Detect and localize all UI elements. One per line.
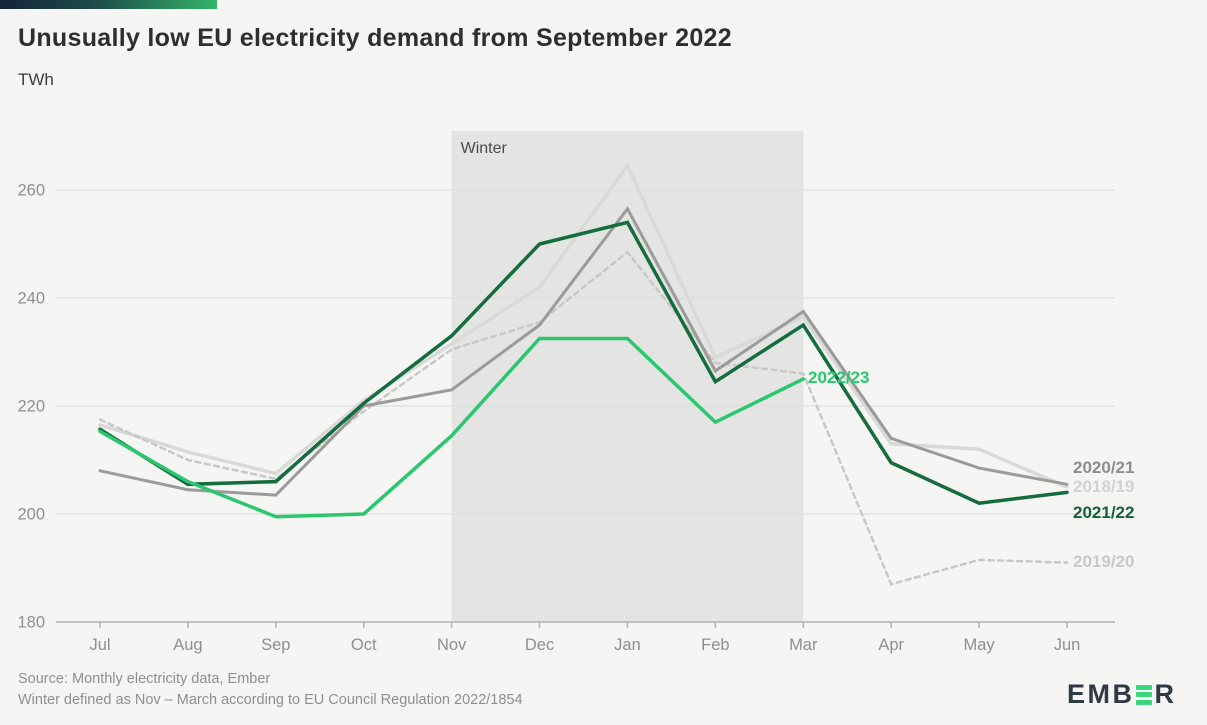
y-tick-label: 260 [17,182,45,200]
x-tick-label: Dec [525,636,554,654]
series-label-2020-21: 2020/21 [1073,458,1134,477]
ember-logo: EMB R [1067,681,1177,708]
x-tick-label: Sep [261,636,290,654]
series-line-2020-21 [98,206,1069,497]
x-tick-label: Feb [701,636,729,654]
brand-gradient-bar [0,0,217,9]
winter-definition-line: Winter defined as Nov – March according … [18,691,523,708]
x-tick-label: Jan [614,636,641,654]
x-tick-label: Mar [789,636,818,654]
x-tick-label: Oct [351,636,377,654]
x-tick-label: Apr [878,636,904,654]
series-label-2019-20: 2019/20 [1073,552,1134,571]
x-tick-label: Nov [437,636,467,654]
y-tick-label: 200 [17,506,45,524]
winter-band-label: Winter [461,140,508,157]
series-line-2021-22 [98,220,1069,505]
series-label-2022-23: 2022/23 [808,368,869,387]
ember-logo-text-right: R [1154,679,1177,709]
unit-label: TWh [18,70,54,89]
series-line-2019-20 [98,250,1069,586]
series-label-2021-22: 2021/22 [1073,503,1134,522]
ember-logo-green-e-icon [1135,684,1152,705]
x-tick-label: Aug [173,636,202,654]
y-tick-label: 180 [17,614,45,632]
source-line: Source: Monthly electricity data, Ember [18,671,271,687]
y-tick-label: 240 [17,290,45,308]
series-line-2022-23 [98,336,806,519]
y-tick-label: 220 [17,398,45,416]
series-label-2018-19: 2018/19 [1073,477,1134,496]
source-note: Source: Monthly electricity data, Ember … [18,669,523,710]
ember-logo-text-left: EMB [1067,679,1135,709]
chart-title: Unusually low EU electricity demand from… [18,24,732,52]
x-tick-label: Jul [89,636,110,654]
winter-band [451,131,804,622]
x-tick-label: May [964,636,996,654]
x-tick-label: Jun [1054,636,1081,654]
